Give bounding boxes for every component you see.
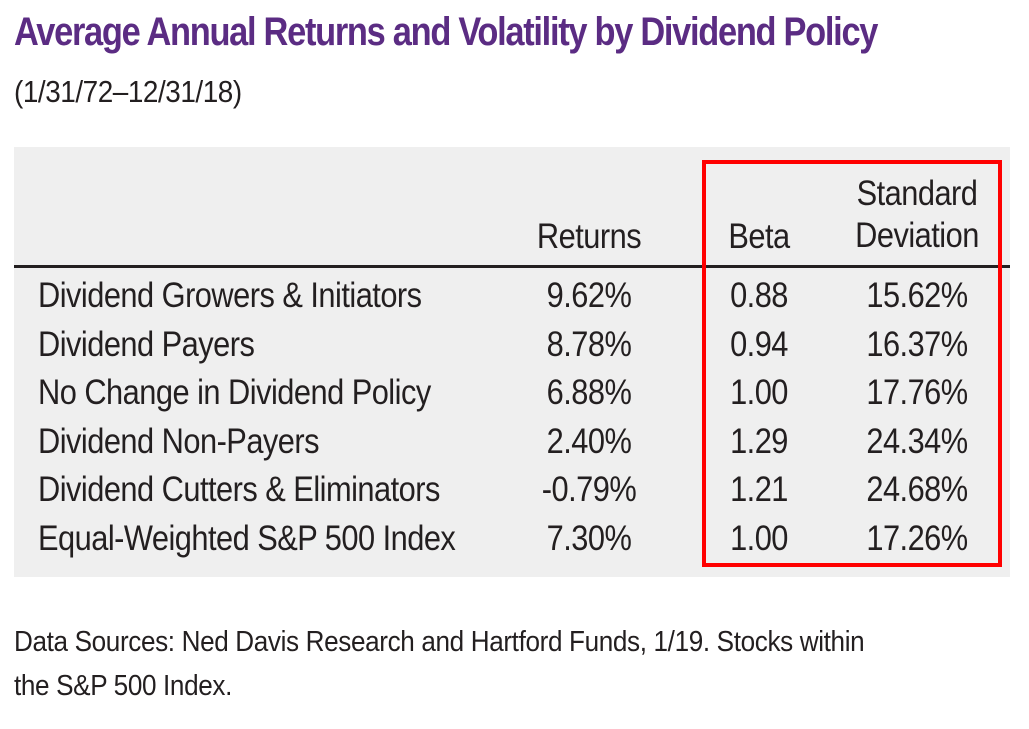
row-label: Dividend Payers bbox=[38, 324, 255, 364]
row-returns: 8.78% bbox=[546, 324, 632, 364]
row-standard-deviation: 24.68% bbox=[866, 470, 968, 509]
row-label: Dividend Cutters & Eliminators bbox=[38, 470, 440, 509]
row-label: Equal-Weighted S&P 500 Index bbox=[38, 518, 456, 558]
row-returns: 6.88% bbox=[546, 373, 632, 412]
row-label: Dividend Non-Payers bbox=[38, 421, 320, 461]
row-standard-deviation: 17.26% bbox=[866, 518, 968, 558]
highlight-box bbox=[702, 160, 1002, 567]
row-returns: 2.40% bbox=[546, 421, 632, 461]
row-returns: 7.30% bbox=[546, 518, 632, 558]
source-note: Data Sources: Ned Davis Research and Har… bbox=[14, 626, 865, 702]
row-beta: 0.88 bbox=[730, 276, 788, 315]
header-returns: Returns bbox=[536, 217, 642, 256]
row-beta: 1.29 bbox=[730, 421, 788, 461]
row-standard-deviation: 24.34% bbox=[866, 421, 968, 461]
table-panel bbox=[14, 147, 1010, 577]
row-beta: 1.00 bbox=[730, 373, 788, 412]
row-returns: 9.62% bbox=[546, 276, 632, 315]
chart-subtitle: (1/31/72–12/31/18) bbox=[14, 74, 242, 109]
row-beta: 1.21 bbox=[730, 470, 788, 509]
row-label: Dividend Growers & Initiators bbox=[38, 276, 422, 315]
header-rule bbox=[14, 265, 1010, 268]
row-beta: 1.00 bbox=[730, 518, 788, 558]
header-sd-line2: Deviation bbox=[855, 216, 979, 255]
row-beta: 0.94 bbox=[730, 324, 788, 364]
header-beta: Beta bbox=[728, 217, 790, 256]
chart-title: Average Annual Returns and Volatility by… bbox=[14, 10, 878, 54]
header-standard-deviation: Standard Deviation bbox=[839, 173, 996, 257]
header-sd-line1: Standard bbox=[856, 174, 978, 213]
row-standard-deviation: 15.62% bbox=[866, 276, 968, 315]
row-standard-deviation: 16.37% bbox=[866, 324, 968, 364]
row-returns: -0.79% bbox=[541, 470, 637, 509]
row-label: No Change in Dividend Policy bbox=[38, 373, 431, 412]
row-standard-deviation: 17.76% bbox=[866, 373, 968, 412]
